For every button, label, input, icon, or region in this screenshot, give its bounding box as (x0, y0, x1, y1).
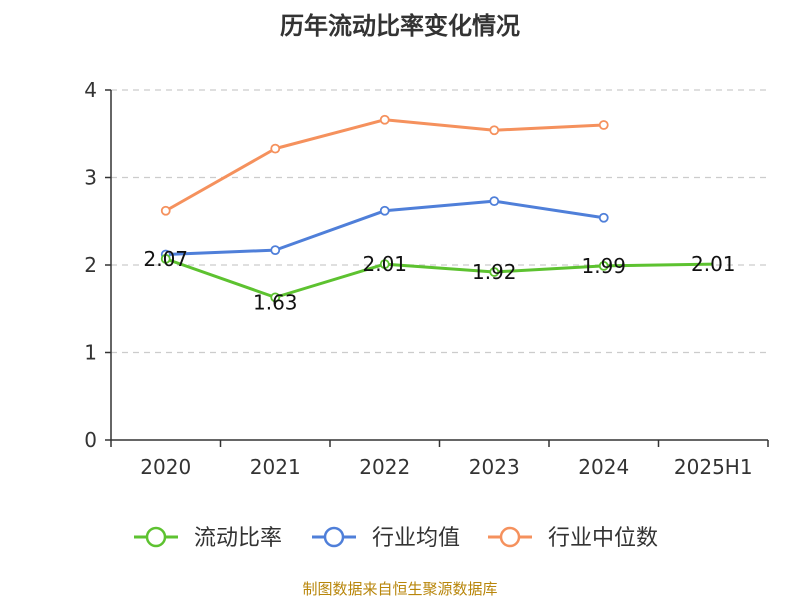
data-point[interactable] (379, 205, 390, 216)
data-point[interactable] (270, 143, 281, 154)
data-point[interactable] (160, 205, 171, 216)
data-point[interactable] (270, 245, 281, 256)
data-point[interactable] (598, 120, 609, 130)
x-tick-label: 2024 (578, 455, 629, 479)
data-label: 2.01 (362, 252, 407, 276)
y-tick-label: 2 (84, 253, 97, 277)
series-lines (160, 114, 714, 303)
legend-swatch-marker (145, 526, 167, 548)
y-tick-label: 0 (84, 428, 97, 452)
legend[interactable]: 流动比率 行业均值 行业中位数 (134, 526, 658, 551)
data-point[interactable] (489, 267, 500, 277)
legend-label[interactable]: 流动比率 (194, 526, 282, 551)
chart-title: 历年流动比率变化情况 (280, 12, 520, 40)
data-labels: 2.07 1.63 2.01 1.92 1.99 2.01 (143, 247, 735, 315)
source-note: 制图数据来自恒生聚源数据库 (302, 580, 498, 598)
data-label: 2.07 (143, 247, 188, 271)
legend-label[interactable]: 行业均值 (372, 526, 460, 551)
x-tick-label: 2020 (140, 455, 191, 479)
axes: 0 1 2 3 4 2020 2021 2022 2023 2024 2025H1 (84, 78, 769, 479)
x-tick-label: 2021 (250, 455, 301, 479)
data-point[interactable] (160, 253, 171, 264)
legend-swatch-marker (499, 526, 521, 548)
y-tick-label: 3 (84, 166, 97, 190)
data-label: 1.92 (472, 260, 517, 284)
data-point[interactable] (270, 292, 281, 303)
data-label: 1.63 (253, 290, 298, 314)
y-tick-label: 1 (84, 341, 97, 365)
data-point[interactable] (379, 259, 390, 270)
data-point[interactable] (598, 260, 609, 271)
x-tick-label: 2023 (469, 455, 520, 479)
data-point[interactable] (598, 212, 609, 223)
grid-lines (111, 89, 768, 354)
legend-swatch-marker (323, 526, 345, 548)
y-tick-label: 4 (84, 78, 97, 102)
x-tick-label: 2022 (359, 455, 410, 479)
data-point[interactable] (489, 196, 500, 207)
legend-label[interactable]: 行业中位数 (548, 526, 658, 551)
data-label: 2.01 (691, 252, 736, 276)
series-line-2 (165, 118, 604, 213)
series-line-0 (165, 257, 714, 299)
data-point[interactable] (489, 125, 500, 136)
data-label: 1.99 (581, 254, 626, 278)
data-point[interactable] (379, 114, 390, 125)
x-tick-label: 2025H1 (674, 455, 753, 479)
